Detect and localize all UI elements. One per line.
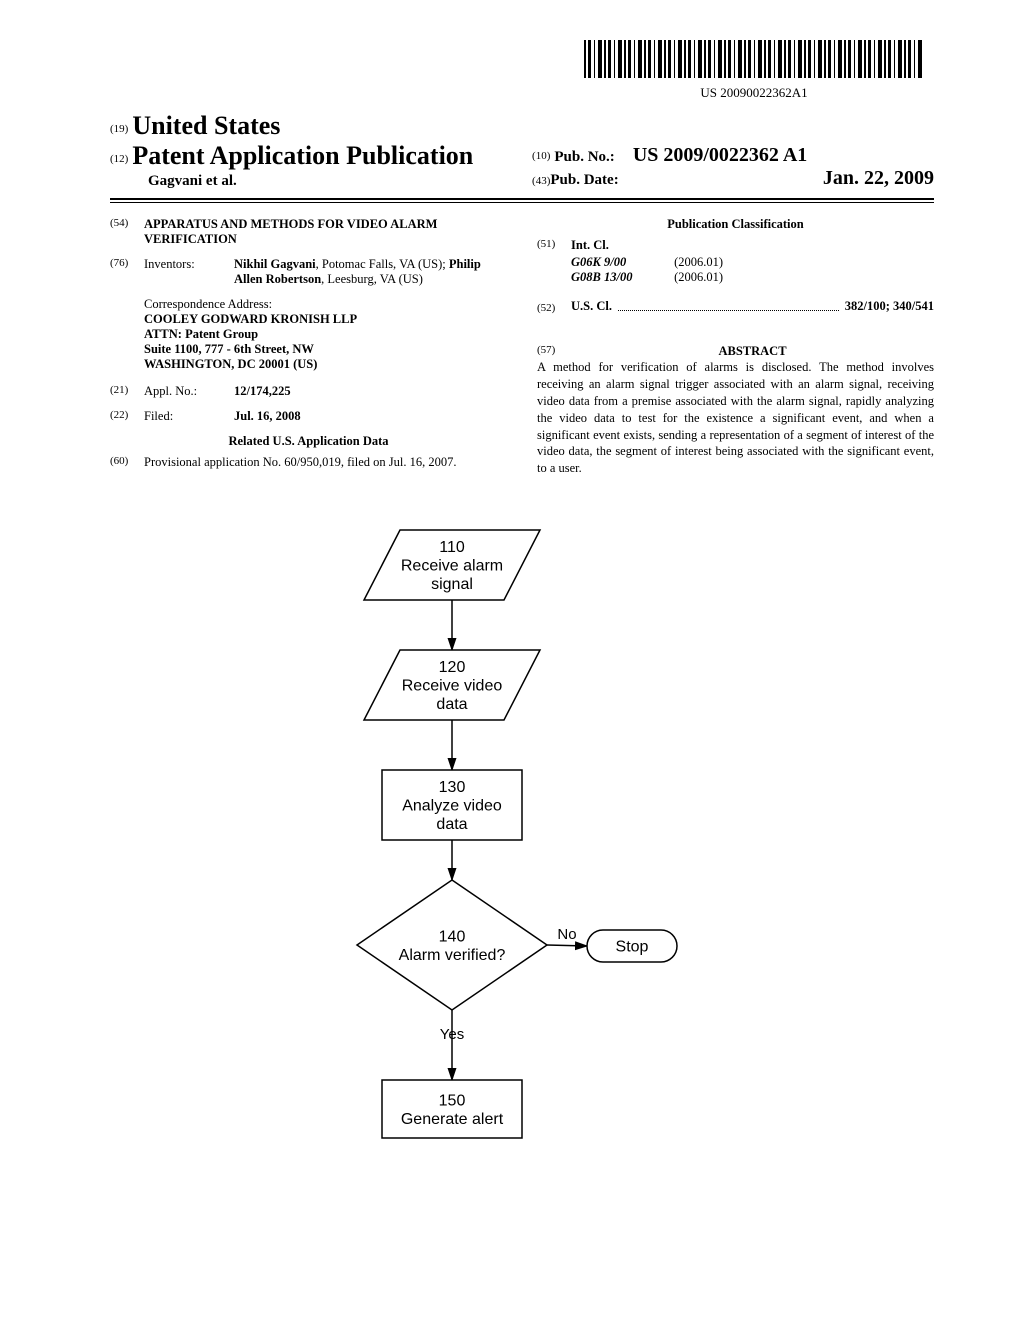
field-76: (76) Inventors: Nikhil Gagvani, Potomac … bbox=[110, 257, 507, 287]
svg-text:150: 150 bbox=[439, 1092, 466, 1109]
field-22: (22) Filed: Jul. 16, 2008 bbox=[110, 409, 507, 424]
bibliographic: (54) APPARATUS AND METHODS FOR VIDEO ALA… bbox=[110, 217, 934, 480]
svg-text:Alarm verified?: Alarm verified? bbox=[399, 947, 506, 964]
field-60: (60) Provisional application No. 60/950,… bbox=[110, 455, 507, 470]
correspondence: Correspondence Address: COOLEY GODWARD K… bbox=[144, 297, 507, 372]
inventors: Nikhil Gagvani, Potomac Falls, VA (US); … bbox=[234, 257, 507, 287]
intcl-row-1: G08B 13/00 (2006.01) bbox=[571, 270, 934, 285]
header-left: (19) United States (12) Patent Applicati… bbox=[110, 111, 532, 190]
svg-text:data: data bbox=[436, 696, 467, 713]
barcode-text: US 20090022362A1 bbox=[584, 85, 924, 101]
field-21: (21) Appl. No.: 12/174,225 bbox=[110, 384, 507, 399]
pub-date: Jan. 22, 2009 bbox=[823, 167, 934, 190]
code-43: (43) bbox=[532, 175, 550, 187]
svg-text:Analyze video: Analyze video bbox=[402, 798, 502, 815]
svg-text:Receive alarm: Receive alarm bbox=[401, 558, 503, 575]
code-10: (10) bbox=[532, 150, 550, 162]
flowchart-container: Yes No 110 Receive alarmsignal 120 Receive vi… bbox=[110, 500, 934, 1165]
pub-date-label: Pub. Date: bbox=[550, 172, 618, 189]
svg-text:130: 130 bbox=[439, 779, 466, 796]
authors: Gagvani et al. bbox=[148, 173, 532, 190]
svg-text:Generate alert: Generate alert bbox=[401, 1111, 504, 1128]
doc-type: Patent Application Publication bbox=[132, 141, 473, 170]
svg-text:Yes: Yes bbox=[440, 1026, 464, 1043]
svg-text:No: No bbox=[557, 926, 576, 943]
right-column: Publication Classification (51) Int. Cl.… bbox=[537, 217, 934, 480]
header: (19) United States (12) Patent Applicati… bbox=[110, 111, 934, 190]
svg-text:signal: signal bbox=[431, 576, 473, 593]
intcl-row-0: G06K 9/00 (2006.01) bbox=[571, 255, 934, 270]
code-12: (12) bbox=[110, 153, 128, 165]
svg-text:120: 120 bbox=[439, 659, 466, 676]
left-column: (54) APPARATUS AND METHODS FOR VIDEO ALA… bbox=[110, 217, 507, 480]
country: United States bbox=[132, 111, 280, 140]
dotted-leader bbox=[618, 300, 839, 311]
field-57: (57) ABSTRACT bbox=[537, 344, 934, 359]
related-heading: Related U.S. Application Data bbox=[110, 434, 507, 449]
barcode bbox=[584, 40, 924, 78]
patent-page: US 20090022362A1 (19) United States (12)… bbox=[0, 0, 1024, 1205]
svg-text:140: 140 bbox=[439, 928, 466, 945]
svg-text:Stop: Stop bbox=[616, 939, 649, 956]
field-51: (51) Int. Cl. bbox=[537, 238, 934, 253]
abstract: A method for verification of alarms is d… bbox=[537, 359, 934, 477]
header-right: (10) Pub. No.: US 2009/0022362 A1 (43) P… bbox=[532, 144, 934, 190]
rule-thin bbox=[110, 202, 934, 203]
flowchart: Yes No 110 Receive alarmsignal 120 Receive vi… bbox=[252, 500, 792, 1160]
field-52: (52) U.S. Cl. 382/100; 340/541 bbox=[537, 299, 934, 314]
rule-thick bbox=[110, 198, 934, 200]
code-19: (19) bbox=[110, 123, 128, 135]
pub-no: US 2009/0022362 A1 bbox=[633, 144, 807, 166]
pub-no-label: Pub. No.: bbox=[554, 149, 614, 165]
field-54: (54) APPARATUS AND METHODS FOR VIDEO ALA… bbox=[110, 217, 507, 247]
barcode-area: US 20090022362A1 bbox=[110, 40, 924, 101]
svg-text:Receive video: Receive video bbox=[402, 678, 503, 695]
svg-text:data: data bbox=[436, 816, 467, 833]
classification-heading: Publication Classification bbox=[537, 217, 934, 232]
svg-text:110: 110 bbox=[439, 539, 465, 556]
